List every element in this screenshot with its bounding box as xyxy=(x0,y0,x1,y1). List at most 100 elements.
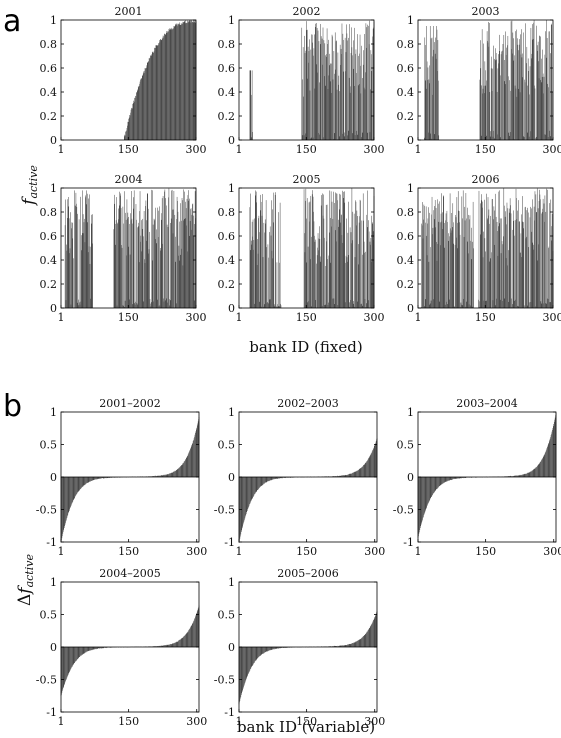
bar xyxy=(460,477,462,478)
bar xyxy=(304,35,305,140)
bar xyxy=(142,74,143,140)
bar xyxy=(128,117,130,140)
bar xyxy=(186,198,188,308)
bar xyxy=(362,636,364,647)
bar xyxy=(266,477,268,482)
bar xyxy=(343,71,345,140)
bar xyxy=(342,645,344,647)
bar xyxy=(514,476,515,477)
bar xyxy=(487,197,489,308)
bar xyxy=(338,84,339,140)
bar xyxy=(159,305,161,308)
bar xyxy=(72,647,74,666)
bar xyxy=(160,475,162,477)
bar xyxy=(542,208,543,308)
subplot-title: 2002 xyxy=(293,5,321,18)
bar xyxy=(86,193,88,308)
bar xyxy=(365,251,366,308)
bar xyxy=(73,647,74,664)
bar xyxy=(360,65,361,140)
bar xyxy=(434,206,435,308)
bar xyxy=(180,203,181,308)
bar xyxy=(74,647,76,662)
bar xyxy=(551,23,552,141)
bar xyxy=(125,131,127,140)
bar xyxy=(255,477,256,494)
bar xyxy=(366,214,368,308)
bar xyxy=(245,477,247,516)
bar xyxy=(366,632,367,647)
bar xyxy=(194,300,195,308)
bar xyxy=(519,92,521,140)
bar xyxy=(172,643,173,647)
bar xyxy=(283,647,285,648)
bar xyxy=(330,81,331,140)
bar xyxy=(442,477,444,484)
bar xyxy=(365,307,367,308)
bar xyxy=(309,221,310,308)
bar xyxy=(317,247,318,308)
bar xyxy=(359,639,361,647)
bar xyxy=(91,477,93,481)
bar xyxy=(135,95,136,140)
bar xyxy=(482,88,484,140)
y-tick-label: 0.6 xyxy=(218,230,236,243)
bar xyxy=(329,232,330,308)
bar xyxy=(177,468,178,477)
bar xyxy=(156,299,158,308)
bar xyxy=(438,80,439,140)
bar xyxy=(443,196,445,308)
bar xyxy=(480,85,482,140)
bar xyxy=(368,457,370,477)
bar xyxy=(534,85,535,140)
bar xyxy=(358,470,359,477)
bar xyxy=(184,21,185,141)
bar xyxy=(75,192,77,308)
x-tick-label: 300 xyxy=(543,545,561,558)
bar xyxy=(184,460,186,477)
bar xyxy=(268,477,269,481)
bar xyxy=(507,265,508,308)
bar xyxy=(427,477,429,504)
bar xyxy=(256,265,258,308)
bar xyxy=(453,243,454,308)
bar xyxy=(507,208,509,308)
bar xyxy=(253,647,255,664)
bar xyxy=(421,225,423,308)
bar xyxy=(166,298,167,308)
bar xyxy=(147,62,148,140)
bar xyxy=(253,647,254,664)
bar xyxy=(64,477,65,527)
bar xyxy=(83,477,85,486)
bar xyxy=(500,253,502,308)
bar xyxy=(512,229,514,308)
bar xyxy=(251,70,253,140)
bar xyxy=(438,477,440,487)
bar xyxy=(125,131,126,140)
bar xyxy=(196,425,198,477)
bar xyxy=(162,645,163,647)
bar xyxy=(347,644,348,647)
bar xyxy=(462,477,464,478)
bar xyxy=(78,477,79,492)
bar xyxy=(335,646,336,647)
bar xyxy=(323,218,325,308)
bar xyxy=(512,476,514,477)
bar xyxy=(156,645,158,647)
bar xyxy=(512,304,513,308)
bar xyxy=(546,448,548,477)
bar xyxy=(327,44,328,141)
bar xyxy=(283,647,284,648)
bar xyxy=(431,214,432,308)
bar xyxy=(93,647,95,650)
x-tick-label: 300 xyxy=(364,143,385,156)
bar xyxy=(169,644,171,647)
bar xyxy=(157,475,159,477)
bar xyxy=(242,477,244,525)
bar xyxy=(68,647,70,673)
bar xyxy=(550,136,552,140)
bar xyxy=(181,24,182,141)
bar xyxy=(334,133,335,140)
bar xyxy=(359,53,360,140)
x-tick-label: 150 xyxy=(118,545,139,558)
